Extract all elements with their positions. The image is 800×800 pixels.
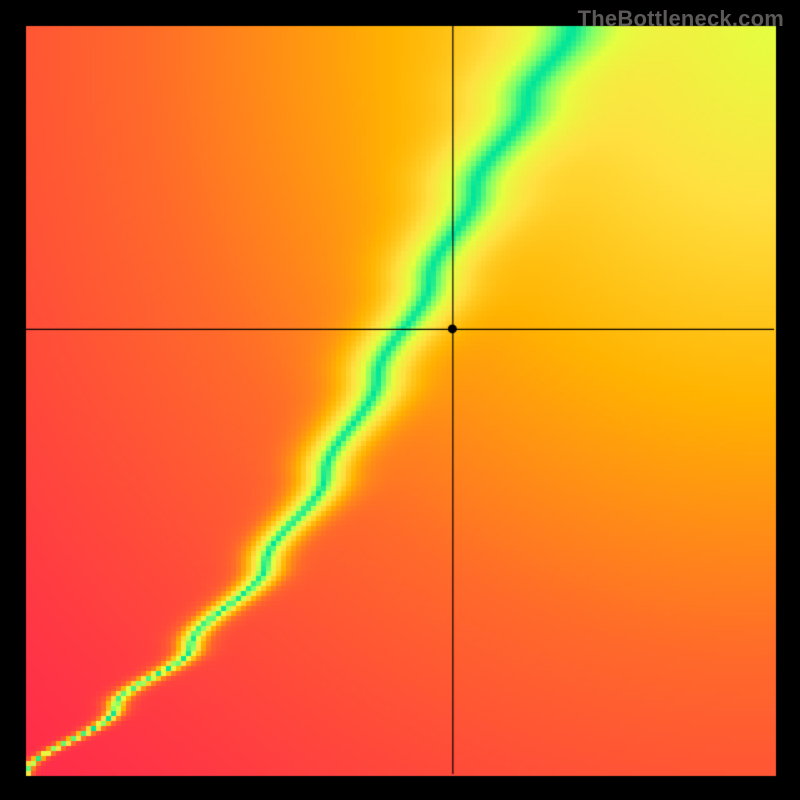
watermark-text: TheBottleneck.com xyxy=(578,6,784,32)
bottleneck-heatmap xyxy=(0,0,800,800)
chart-container: TheBottleneck.com xyxy=(0,0,800,800)
